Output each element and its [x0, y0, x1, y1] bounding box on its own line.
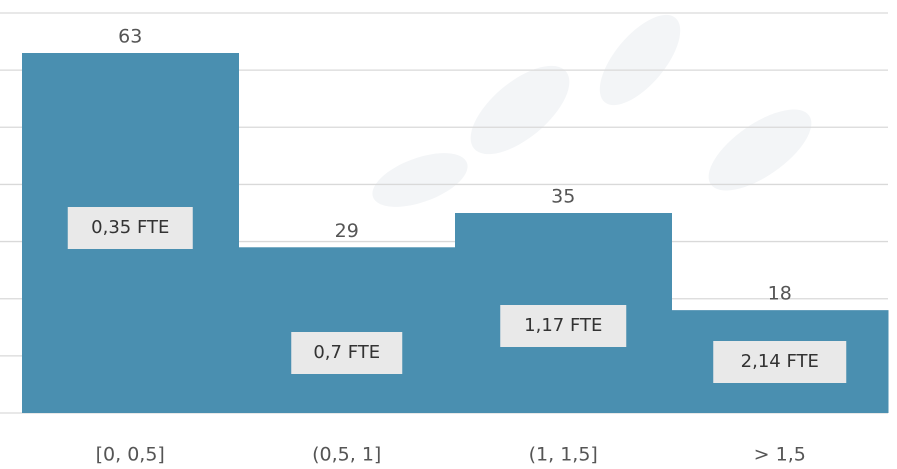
annotation: 2,14 FTE — [741, 351, 819, 372]
value-label: 29 — [335, 220, 359, 242]
annotation-box — [713, 341, 847, 383]
annotation: 0,7 FTE — [313, 342, 380, 363]
value-label: 35 — [551, 186, 575, 208]
value-label: 18 — [768, 283, 792, 305]
annotation: 1,17 FTE — [524, 315, 602, 336]
annotation-box — [500, 305, 627, 347]
value-label: 63 — [118, 26, 142, 48]
x-tick-label: (1, 1,5] — [529, 444, 598, 466]
bar — [238, 247, 456, 413]
background-leaves — [372, 14, 812, 207]
annotation-box — [67, 207, 193, 249]
x-tick-label: [0, 0,5] — [96, 444, 165, 466]
x-tick-label: (0,5, 1] — [312, 444, 381, 466]
annotation: 0,35 FTE — [91, 217, 169, 238]
x-tick-label: > 1,5 — [754, 444, 806, 466]
annotation-box — [291, 332, 403, 374]
